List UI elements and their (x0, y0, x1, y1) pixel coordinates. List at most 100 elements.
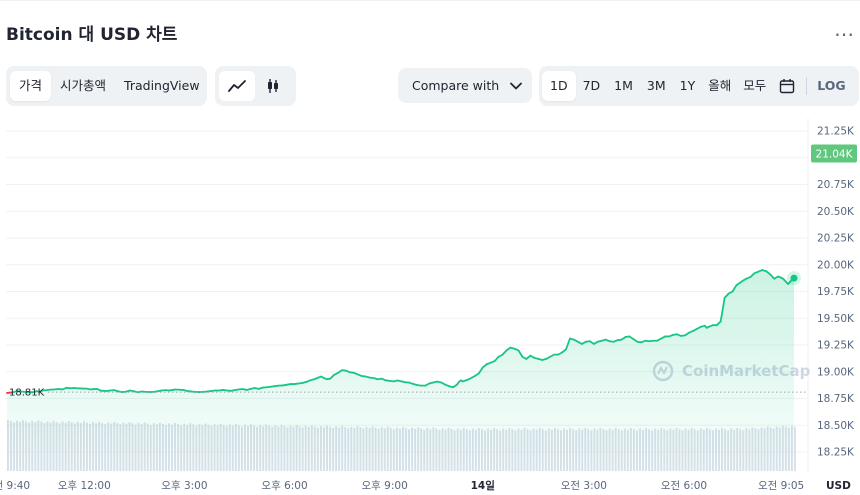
tab-tradingview[interactable]: TradingView (124, 78, 200, 93)
volume-bar (465, 429, 468, 471)
range-3m[interactable]: 3M (646, 78, 666, 93)
volume-bar (517, 428, 520, 471)
volume-bar (295, 425, 298, 471)
price-line-segment (781, 277, 785, 281)
price-line-segment (561, 348, 567, 354)
line-chart-icon[interactable] (219, 71, 255, 101)
volume-bar (353, 427, 356, 471)
price-line-segment (525, 354, 532, 360)
volume-bar (511, 429, 514, 471)
volume-bar (298, 426, 301, 471)
price-line-segment (481, 363, 488, 369)
price-line-segment (384, 379, 391, 382)
volume-bar (632, 429, 635, 471)
price-line-segment (360, 375, 367, 378)
volume-bar (386, 426, 389, 471)
price-line-segment (529, 354, 536, 359)
price-line-segment (580, 340, 587, 345)
price-line-segment (656, 337, 663, 342)
volume-bar (244, 424, 246, 471)
price-line-segment (257, 386, 264, 390)
volume-bar (669, 428, 672, 471)
range-1d[interactable]: 1D (542, 71, 576, 101)
price-line-segment (672, 333, 678, 336)
tab-market-cap[interactable]: 시가총액 (60, 78, 107, 93)
more-horizontal-icon[interactable]: ⋯ (834, 22, 855, 46)
price-line-segment (152, 390, 159, 393)
volume-bar (228, 424, 231, 471)
price-line-segment (364, 375, 371, 379)
range-1m[interactable]: 1M (614, 78, 633, 93)
volume-bar (28, 422, 31, 471)
price-line-segment (222, 389, 228, 392)
x-tick-label: 오후 3:00 (161, 480, 207, 492)
volume-bar (456, 428, 459, 471)
price-line-segment (105, 389, 111, 392)
price-line-segment (436, 380, 443, 384)
volume-bar (286, 427, 289, 471)
price-line-segment (735, 281, 742, 286)
price-line-segment (680, 334, 686, 337)
range-all[interactable]: 모두 (743, 78, 767, 93)
calendar-icon[interactable] (772, 71, 802, 101)
volume-bar (104, 424, 107, 471)
range-ytd[interactable]: 올해 (708, 78, 732, 93)
volume-bar (781, 425, 784, 471)
y-tick-label: 19.75K (817, 286, 855, 298)
volume-bar (484, 430, 486, 471)
volume-bar (423, 429, 426, 471)
price-line-segment (432, 380, 439, 384)
price-line-segment (273, 384, 280, 388)
volume-bar (514, 430, 517, 471)
log-scale-toggle[interactable]: LOG (817, 78, 846, 93)
volume-bar (323, 427, 325, 471)
price-line-segment (660, 335, 667, 340)
volume-bar (724, 429, 727, 471)
volume-bar (654, 428, 657, 471)
volume-bar (347, 428, 350, 471)
range-7d[interactable]: 7D (582, 78, 601, 93)
volume-bar (149, 424, 152, 471)
volume-bar (216, 425, 219, 471)
x-tick-label: 14일 (471, 479, 495, 492)
volume-bar (380, 427, 383, 471)
price-line-segment (600, 338, 607, 342)
price-line-segment (592, 340, 599, 345)
price-line-segment (168, 389, 174, 392)
y-tick-label: 20.75K (817, 179, 855, 191)
price-line-segment (684, 331, 690, 337)
volume-bar (447, 427, 450, 471)
price-line-segment (477, 366, 484, 375)
price-line-segment (707, 324, 714, 328)
volume-bar (277, 426, 280, 471)
volume-bar (721, 428, 723, 471)
chevron-down-icon (510, 82, 522, 89)
price-line-segment (473, 372, 480, 377)
volume-bar (587, 429, 590, 471)
volume-bar (7, 420, 9, 471)
price-line-segment (45, 388, 52, 392)
range-1y[interactable]: 1Y (679, 78, 696, 93)
volume-bar (733, 429, 736, 471)
price-line-segment (408, 381, 415, 385)
volume-bar (660, 428, 663, 471)
price-line-segment (727, 290, 734, 295)
volume-bar (474, 429, 477, 471)
volume-bar (326, 425, 328, 471)
candlestick-icon[interactable] (255, 71, 291, 101)
tab-price[interactable]: 가격 (10, 71, 52, 101)
price-line-segment (620, 336, 627, 341)
volume-bar (541, 429, 544, 471)
volume-bar (64, 422, 67, 471)
price-line-segment (380, 377, 387, 382)
price-line-segment (545, 355, 552, 360)
volume-bar (757, 429, 760, 471)
volume-bar (107, 422, 110, 471)
price-line-segment (444, 383, 450, 388)
price-line-segment (761, 269, 768, 273)
price-line-segment (465, 378, 470, 382)
compare-with-dropdown[interactable]: Compare with (398, 68, 532, 103)
volume-bar (67, 421, 70, 471)
volume-bar (538, 428, 541, 471)
price-line-segment (521, 355, 528, 360)
